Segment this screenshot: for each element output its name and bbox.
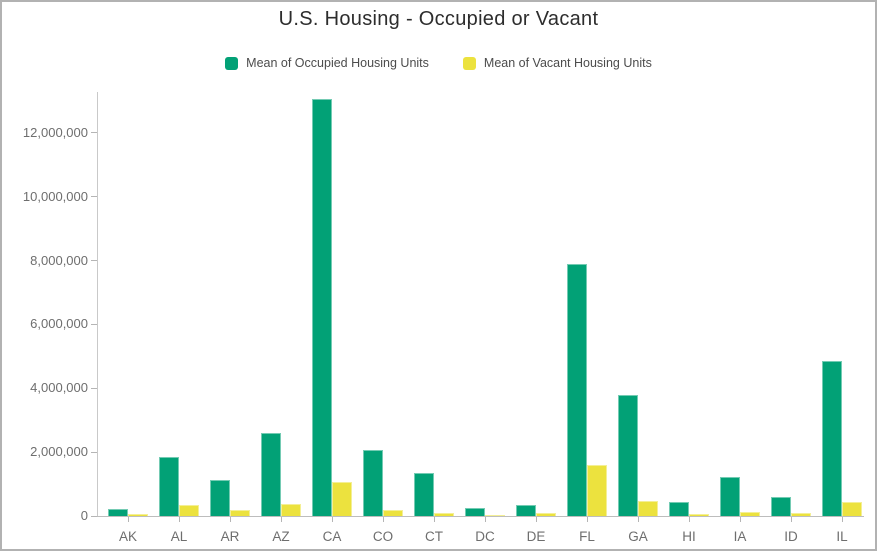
y-axis-tick-label: 10,000,000 <box>22 188 88 204</box>
bar-occupied-CO[interactable] <box>363 450 383 516</box>
x-axis-label-IL: IL <box>836 529 848 544</box>
y-axis-tick-label: 6,000,000 <box>30 316 88 332</box>
bar-vacant-AL[interactable] <box>179 505 199 516</box>
x-axis-label-ID: ID <box>784 529 798 544</box>
bar-vacant-AK[interactable] <box>128 514 148 516</box>
bar-occupied-AK[interactable] <box>108 509 128 516</box>
y-axis-tick <box>91 387 97 389</box>
x-axis-label-IA: IA <box>733 529 747 544</box>
x-axis-tick <box>281 517 282 522</box>
bar-vacant-FL[interactable] <box>587 465 607 516</box>
bar-occupied-AL[interactable] <box>159 457 179 516</box>
bar-occupied-IA[interactable] <box>720 477 740 516</box>
x-axis-label-HI: HI <box>682 529 696 544</box>
x-axis-tick <box>383 517 384 522</box>
bar-occupied-HI[interactable] <box>669 502 689 516</box>
x-axis-label-CT: CT <box>425 529 443 544</box>
chart-legend: Mean of Occupied Housing Units Mean of V… <box>2 56 875 70</box>
bar-occupied-CA[interactable] <box>312 99 332 516</box>
bar-vacant-ID[interactable] <box>791 513 811 516</box>
x-axis-tick <box>128 517 129 522</box>
bar-occupied-FL[interactable] <box>567 264 587 516</box>
bar-vacant-CT[interactable] <box>434 513 454 516</box>
x-axis-label-AR: AR <box>220 529 240 544</box>
bar-occupied-DC[interactable] <box>465 508 485 516</box>
bar-occupied-GA[interactable] <box>618 395 638 516</box>
x-axis-tick <box>791 517 792 522</box>
x-axis-line <box>97 516 864 517</box>
bar-vacant-AR[interactable] <box>230 510 250 516</box>
legend-item-vacant[interactable]: Mean of Vacant Housing Units <box>462 56 652 70</box>
x-axis-label-AK: AK <box>118 529 137 544</box>
x-axis-label-FL: FL <box>579 529 595 544</box>
bar-occupied-ID[interactable] <box>771 497 791 516</box>
bar-vacant-IA[interactable] <box>740 512 760 516</box>
x-axis-tick <box>485 517 486 522</box>
x-axis-tick <box>536 517 537 522</box>
x-axis-tick <box>842 517 843 522</box>
y-axis-tick <box>91 196 97 198</box>
legend-label-vacant: Mean of Vacant Housing Units <box>483 56 652 70</box>
x-axis-label-GA: GA <box>628 529 648 544</box>
bar-occupied-AR[interactable] <box>210 480 230 516</box>
x-axis-label-AZ: AZ <box>272 529 290 544</box>
y-axis-tick-label: 12,000,000 <box>22 124 88 140</box>
y-axis-tick-label: 8,000,000 <box>30 252 88 268</box>
x-axis-tick <box>230 517 231 522</box>
y-axis-tick <box>91 451 97 453</box>
x-axis-tick <box>179 517 180 522</box>
bar-occupied-IL[interactable] <box>822 361 842 516</box>
y-axis-line <box>97 92 98 516</box>
occupied-series-swatch-icon <box>225 56 239 70</box>
legend-label-occupied: Mean of Occupied Housing Units <box>246 56 429 70</box>
bar-vacant-IL[interactable] <box>842 502 862 516</box>
x-axis-label-CO: CO <box>372 529 394 544</box>
x-axis-label-AL: AL <box>170 529 188 544</box>
y-axis-tick-label: 2,000,000 <box>30 444 88 460</box>
x-axis-tick <box>638 517 639 522</box>
x-axis-label-DE: DE <box>526 529 546 544</box>
bar-vacant-CO[interactable] <box>383 510 403 516</box>
vacant-series-swatch-icon <box>462 56 476 70</box>
legend-item-occupied[interactable]: Mean of Occupied Housing Units <box>225 56 429 70</box>
x-axis-tick <box>332 517 333 522</box>
bar-vacant-AZ[interactable] <box>281 504 301 516</box>
y-axis-tick-label: 4,000,000 <box>30 380 88 396</box>
y-axis-tick-label: 0 <box>80 508 88 523</box>
y-axis-tick <box>91 323 97 325</box>
x-axis-tick <box>740 517 741 522</box>
bar-vacant-GA[interactable] <box>638 501 658 516</box>
bar-occupied-DE[interactable] <box>516 505 536 516</box>
x-axis-label-CA: CA <box>322 529 342 544</box>
bar-vacant-DE[interactable] <box>536 513 556 516</box>
x-axis-tick <box>587 517 588 522</box>
y-axis-tick <box>91 132 97 134</box>
y-axis-tick <box>91 515 97 517</box>
x-axis-tick <box>689 517 690 522</box>
x-axis-tick <box>434 517 435 522</box>
x-axis-label-DC: DC <box>475 529 495 544</box>
bar-occupied-AZ[interactable] <box>261 433 281 516</box>
bar-vacant-HI[interactable] <box>689 514 709 516</box>
chart-title: U.S. Housing - Occupied or Vacant <box>278 8 599 30</box>
y-axis-tick <box>91 260 97 262</box>
bar-occupied-CT[interactable] <box>414 473 434 516</box>
bar-vacant-DC[interactable] <box>485 515 505 516</box>
bar-vacant-CA[interactable] <box>332 482 352 516</box>
